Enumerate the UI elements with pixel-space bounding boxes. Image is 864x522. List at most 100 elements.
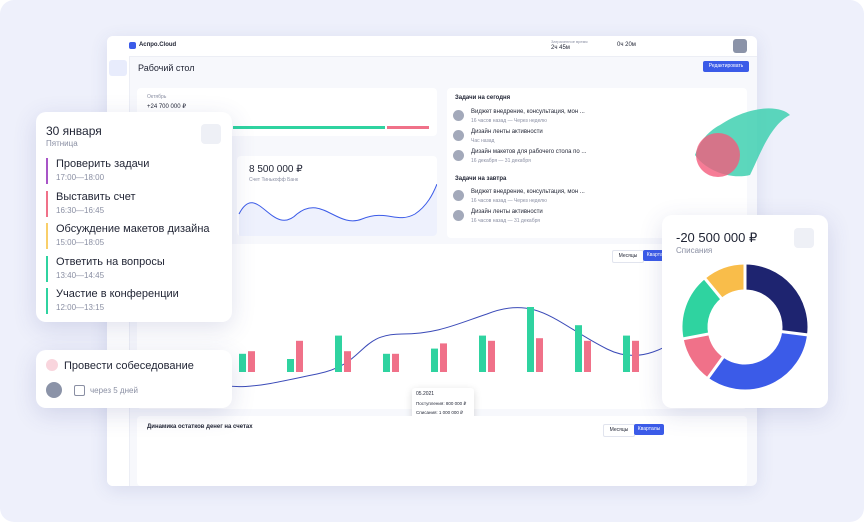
donut-segment	[682, 278, 722, 339]
income-bar	[287, 359, 294, 372]
segment-gap	[706, 356, 725, 379]
tab-quarters[interactable]: Кварталы	[643, 250, 673, 261]
user-avatar[interactable]	[733, 39, 747, 53]
task-item: Дизайн ленты активности Час назад	[453, 128, 733, 148]
balance-tab-quarters[interactable]: Кварталы	[634, 424, 664, 435]
expense-bar	[440, 343, 447, 372]
segment-gap	[781, 330, 808, 337]
task-item: Дизайн макетов для рабочего стола по ...…	[453, 148, 733, 168]
expense-bar	[344, 351, 351, 372]
task-name: Дизайн ленты активности	[471, 209, 543, 215]
event-item: Ответить на вопросы 13:40—14:45	[46, 255, 226, 282]
expense-amount: -20 500 000 ₽	[676, 230, 758, 245]
expand-button[interactable]	[794, 228, 814, 248]
balance-title: Динамика остатков денег на счетах	[147, 424, 253, 430]
donut-segment	[683, 333, 724, 378]
expense-bar	[296, 340, 303, 372]
task-avatar	[453, 190, 464, 201]
progress-income	[233, 126, 385, 129]
time-spent: 2ч 45м	[551, 45, 570, 51]
income-bar	[527, 307, 534, 372]
tasks-panel: Задачи на сегодня Виджет внедрение, конс…	[447, 88, 747, 238]
expense-label: Списания	[676, 246, 713, 255]
reminder-card: Провести собеседование через 5 дней	[36, 350, 232, 408]
logo-icon	[129, 42, 136, 49]
income-bar	[431, 348, 438, 372]
event-time: 13:40—14:45	[56, 270, 105, 280]
calendar-weekday: Пятница	[46, 139, 78, 148]
logo: Аспро.Cloud	[139, 42, 177, 48]
task-meta: 16 декабря — 31 декабря	[471, 158, 531, 164]
income-bar	[623, 335, 630, 372]
event-title: Проверить задачи	[56, 158, 150, 170]
income-amount: +24 700 000 ₽	[147, 104, 187, 110]
event-item: Участие в конференции 12:00—13:15	[46, 288, 226, 314]
segment-gap	[682, 332, 709, 341]
reminder-avatar	[46, 382, 62, 398]
sidebar-item-active[interactable]	[109, 60, 127, 76]
reminder-icon	[46, 359, 58, 371]
task-name: Виджет внедрение, консультация, мон ...	[471, 109, 585, 115]
account-wave	[238, 184, 437, 236]
expense-bar	[392, 353, 399, 372]
task-name: Дизайн ленты активности	[471, 129, 543, 135]
balance-panel: Динамика остатков денег на счетах Месяцы…	[137, 416, 747, 486]
income-month: Октябрь	[147, 94, 167, 100]
tooltip-line: Поступления: 800 000 ₽	[416, 401, 467, 406]
task-item: Дизайн ленты активности 16 часов назад — …	[453, 208, 733, 228]
expand-button[interactable]	[201, 124, 221, 144]
reminder-title: Провести собеседование	[64, 360, 194, 372]
calendar-card: 30 января Пятница Проверить задачи 17:00—…	[36, 112, 232, 322]
decor-circle	[696, 133, 740, 177]
progress-expense	[387, 126, 429, 129]
expense-bar	[248, 351, 255, 372]
task-item: Виджет внедрение, консультация, мон ... 1…	[453, 108, 733, 128]
task-name: Дизайн макетов для рабочего стола по ...	[471, 149, 587, 155]
calendar-date: 30 января	[46, 124, 102, 138]
event-title: Обсуждение макетов дизайна	[56, 223, 210, 235]
cashflow-chart: 02.202103.202104.202105.202106.202107.20…	[196, 306, 718, 388]
wave-line	[238, 184, 437, 222]
expense-bar	[632, 340, 639, 372]
tooltip-date: 05.2021	[416, 391, 435, 397]
donut-segment	[705, 264, 746, 299]
donut-segment	[708, 331, 808, 390]
income-bar	[575, 325, 582, 372]
balance-tab-months[interactable]: Месяцы	[603, 424, 635, 437]
wave-area	[239, 184, 437, 236]
task-name: Виджет внедрение, консультация, мон ...	[471, 189, 585, 195]
tasks-today-title: Задачи на сегодня	[455, 95, 511, 101]
donut-chart	[682, 264, 808, 390]
event-item: Выставить счет 16:30—16:45	[46, 190, 226, 217]
tasks-tomorrow-title: Задачи на завтра	[455, 176, 507, 182]
segment-gap	[703, 277, 723, 300]
page-title: Рабочий стол	[138, 63, 195, 73]
tooltip-line: Списания: 1 000 000 ₽	[416, 410, 464, 415]
account-card: 8 500 000 ₽ Счет Тинькофф Банк	[237, 156, 437, 236]
event-time: 17:00—18:00	[56, 173, 105, 182]
event-time: 16:30—16:45	[56, 205, 105, 215]
event-title: Участие в конференции	[56, 288, 179, 300]
income-bar	[479, 335, 486, 372]
task-avatar	[453, 130, 464, 141]
task-item: Виджет внедрение, консультация, мон ... 1…	[453, 188, 733, 208]
task-meta: Час назад	[471, 138, 495, 144]
account-amount: 8 500 000 ₽	[249, 164, 303, 175]
edit-button[interactable]: Редактировать	[703, 61, 749, 72]
task-meta: 16 часов назад — 31 декабря	[471, 218, 540, 224]
event-title: Выставить счет	[56, 190, 136, 203]
calendar-icon	[74, 385, 85, 396]
account-name: Счет Тинькофф Банк	[249, 177, 299, 183]
timer[interactable]: 0ч 20м	[617, 42, 636, 48]
income-bar	[239, 353, 246, 372]
task-avatar	[453, 210, 464, 221]
top-bar: Аспро.Cloud Затраченное время 2ч 45м 0ч …	[107, 36, 757, 57]
decor-3d	[695, 108, 790, 177]
task-avatar	[453, 150, 464, 161]
donut-segment	[744, 264, 808, 335]
expense-bar	[488, 340, 495, 372]
event-item: Проверить задачи 17:00—18:00	[46, 158, 226, 184]
expense-bar	[584, 340, 591, 372]
balance-curve	[196, 306, 718, 388]
